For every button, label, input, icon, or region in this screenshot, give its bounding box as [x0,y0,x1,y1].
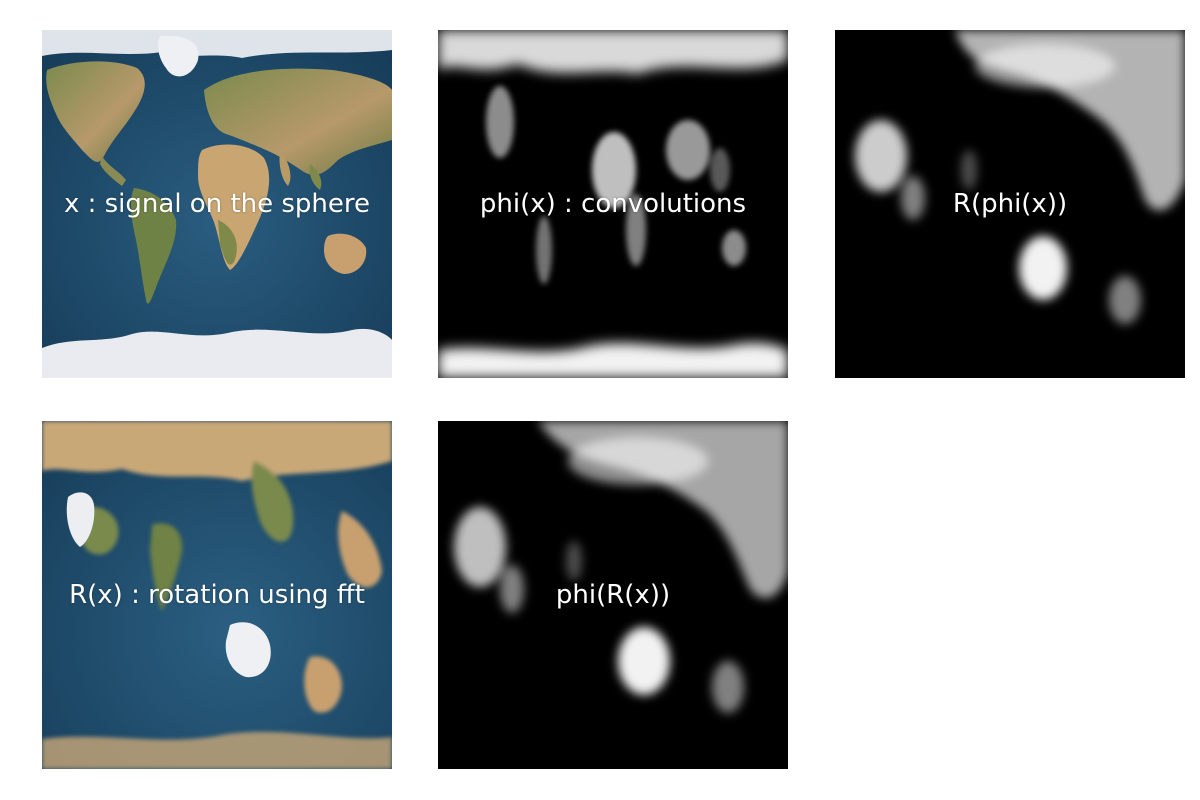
rotated-feature-map [835,30,1185,378]
rotated-world-map-image [42,421,392,769]
panel-rotated-convolutions: R(phi(x)) [835,30,1185,378]
panel-signal-on-sphere: x : signal on the sphere [42,30,392,378]
convolution-feature-map [438,30,788,378]
panel-rotation-fft: R(x) : rotation using fft [42,421,392,769]
panel-convolutions-of-rotated: phi(R(x)) [438,421,788,769]
convolution-of-rotated-feature-map [438,421,788,769]
panel-convolutions: phi(x) : convolutions [438,30,788,378]
world-map-image [42,30,392,378]
